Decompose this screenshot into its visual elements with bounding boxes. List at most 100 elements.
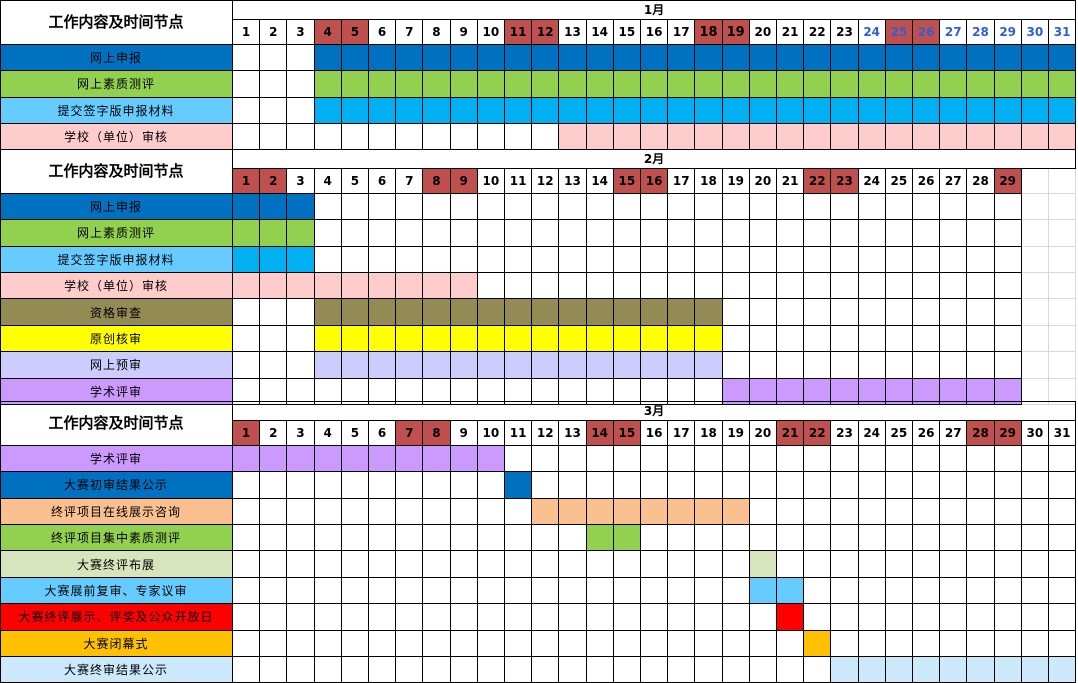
task-cell [858,630,886,657]
task-cell [396,445,424,473]
day-header: 21 [777,169,805,194]
task-cell [804,577,832,605]
task-cell [804,551,832,578]
task-cell [885,472,913,499]
task-cell [287,577,315,605]
task-cell [967,44,995,72]
task-cell [1049,525,1077,552]
task-cell [749,352,777,379]
task-cell [586,472,614,499]
task-cell [722,325,750,353]
task-cell [777,71,805,98]
task-cell [668,124,696,151]
task-cell [613,273,641,300]
task-cell [423,325,451,353]
task-cell [994,577,1022,605]
task-cell [586,273,614,300]
task-cell [885,299,913,326]
task-cell [260,657,288,683]
task-cell [477,193,505,221]
task-cell [396,525,424,552]
task-cell [559,551,587,578]
day-header: 12 [532,169,560,194]
task-cell [858,604,886,631]
task-cell [369,378,397,405]
task-cell [641,577,669,605]
task-cell [559,445,587,473]
task-cell [341,71,369,98]
task-cell [477,325,505,353]
day-header: 31 [1049,421,1077,446]
task-cell [613,325,641,353]
day-header: 26 [913,169,941,194]
task-cell [369,193,397,221]
task-cell [858,472,886,499]
task-cell [396,630,424,657]
task-label: 终评项目集中素质测评 [0,525,233,552]
task-cell [749,604,777,631]
task-cell [722,551,750,578]
task-cell [396,378,424,405]
task-cell [586,551,614,578]
task-cell [559,220,587,247]
day-header: 20 [749,169,777,194]
task-label: 资格审查 [0,299,233,326]
task-cell [613,498,641,525]
day-header: 29 [994,20,1022,45]
day-header: 3 [287,20,315,45]
task-cell [532,352,560,379]
task-cell [233,472,261,499]
task-cell [369,472,397,499]
task-cell [668,472,696,499]
task-cell [233,44,261,72]
task-cell [396,71,424,98]
task-label: 提交签字版申报材料 [0,246,233,273]
task-cell [804,352,832,379]
task-cell [668,193,696,221]
task-cell [749,273,777,300]
day-header [1021,169,1049,194]
task-cell [532,551,560,578]
task-cell [586,378,614,405]
task-cell [804,97,832,124]
task-cell [559,71,587,98]
task-cell [668,657,696,683]
task-cell [1021,525,1049,552]
task-cell [641,325,669,353]
task-cell [695,71,723,98]
task-cell [885,246,913,273]
task-cell [885,551,913,578]
task-cell [777,577,805,605]
task-cell [586,352,614,379]
task-cell [505,472,533,499]
task-cell [369,445,397,473]
day-header: 5 [341,421,369,446]
task-cell [749,577,777,605]
month-label: 1月 [233,0,1077,21]
month-label: 3月 [233,401,1077,422]
task-cell [804,193,832,221]
task-cell [450,193,478,221]
task-cell [260,472,288,499]
task-cell [396,273,424,300]
task-cell [450,445,478,473]
task-cell [831,352,859,379]
task-cell [613,299,641,326]
task-cell [1049,551,1077,578]
task-cell [586,325,614,353]
task-cell [341,325,369,353]
task-cell [260,352,288,379]
task-cell [505,71,533,98]
task-cell [369,577,397,605]
task-cell [423,273,451,300]
task-cell [777,246,805,273]
task-cell [260,525,288,552]
task-cell [940,325,968,353]
task-cell [804,44,832,72]
task-cell [913,193,941,221]
task-cell [341,97,369,124]
task-cell [450,577,478,605]
section-frame [0,0,1077,151]
task-cell [641,472,669,499]
